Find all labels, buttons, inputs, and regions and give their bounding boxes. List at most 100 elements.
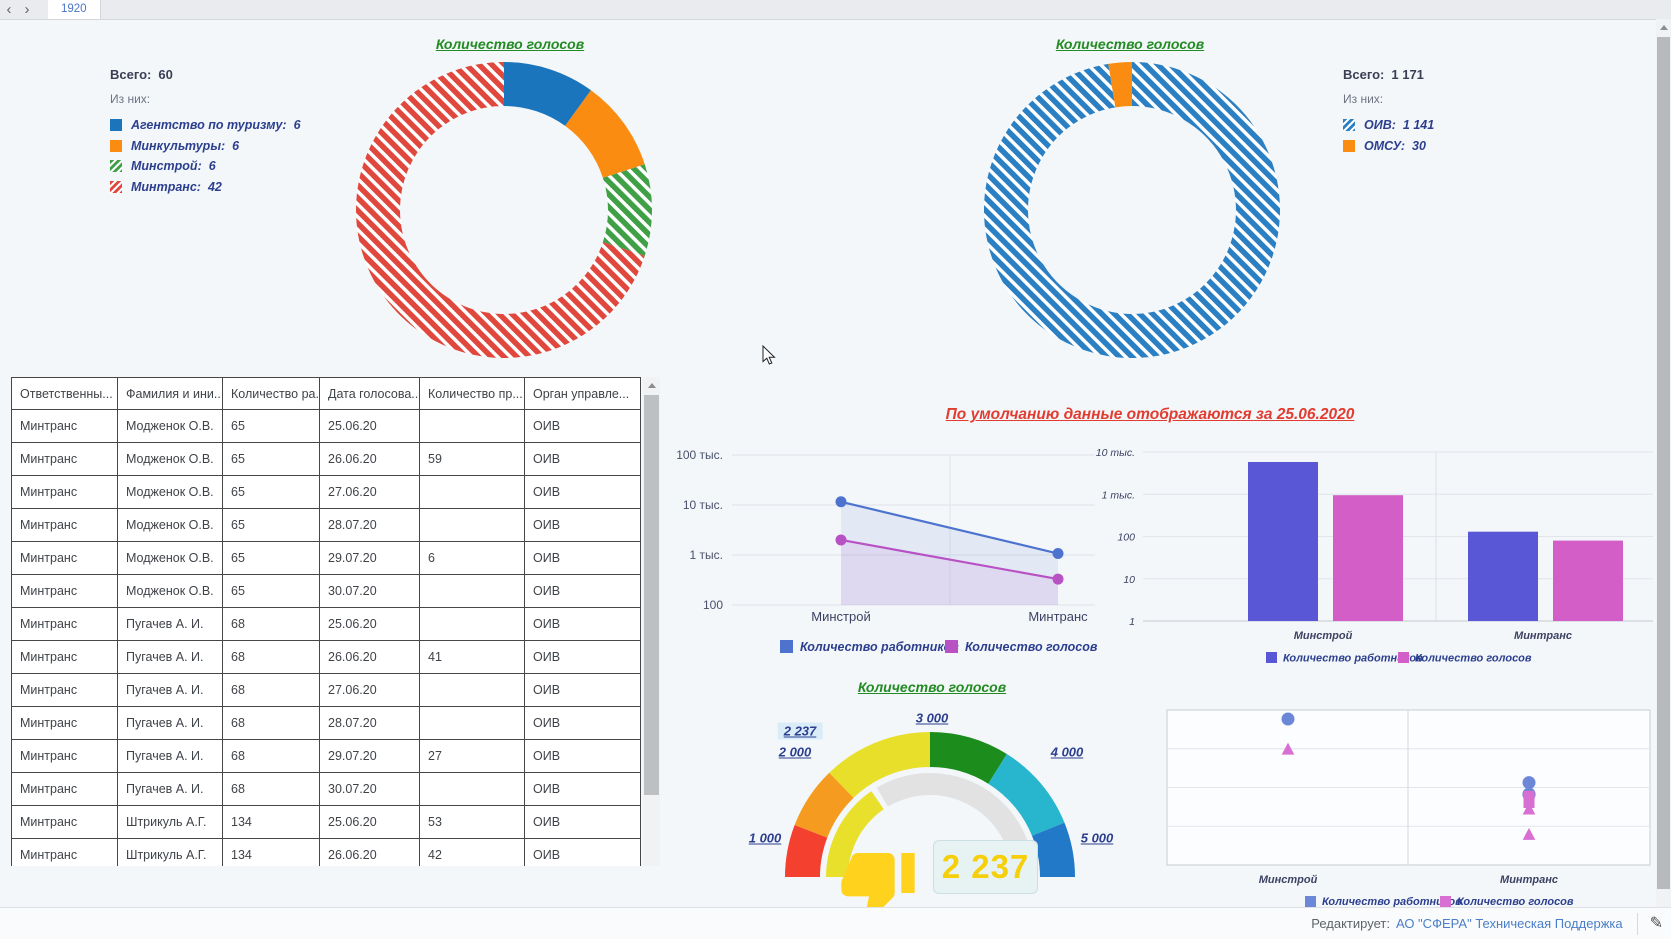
scatter-point[interactable]	[1281, 742, 1295, 755]
scatter-chart: Минстрой Минтранс Количество работниковКол…	[1166, 709, 1651, 907]
table-column-header[interactable]: Дата голосова...	[319, 377, 420, 410]
table-column-header[interactable]: Количество пр...	[419, 377, 525, 410]
table-row[interactable]: Минтранс Пугачев А. И. 68 30.07.20 ОИВ	[11, 772, 641, 806]
table-cell: 42	[419, 838, 525, 866]
scatter-point[interactable]	[1523, 797, 1535, 809]
table-cell: Модженок О.В.	[117, 475, 223, 509]
tab-bar: ‹ › 1920	[0, 0, 1671, 20]
scatter-point[interactable]	[1522, 827, 1536, 840]
donut-right-legend: Всего: 1 171 Из них: ОИВ: 1 141 ОМСУ: 30	[1343, 67, 1434, 156]
gauge-tick-2000[interactable]: 2 000	[778, 744, 812, 760]
svg-text:Минстрой: Минстрой	[811, 609, 870, 624]
bar[interactable]	[1468, 531, 1538, 621]
svg-text:Минтранс: Минтранс	[1514, 630, 1572, 642]
table-cell: Модженок О.В.	[117, 508, 223, 542]
table-cell	[419, 706, 525, 740]
table-row[interactable]: Минтранс Штрикуль А.Г. 134 26.06.20 42 ОИВ	[11, 838, 641, 866]
table-cell: 26.06.20	[319, 442, 420, 476]
donut-segment[interactable]	[602, 164, 653, 256]
donut-segment[interactable]	[1108, 62, 1132, 108]
table-row[interactable]: Минтранс Пугачев А. И. 68 25.06.20 ОИВ	[11, 607, 641, 641]
breakdown-label: Из них:	[1343, 92, 1384, 106]
line-point[interactable]	[1052, 548, 1064, 560]
svg-text:1: 1	[1129, 616, 1135, 628]
gauge-title: Количество голосов	[857, 679, 1007, 695]
donut-segment[interactable]	[565, 90, 645, 178]
table-column-header[interactable]: Фамилия и ини...	[117, 377, 223, 410]
table-row[interactable]: Минтранс Пугачев А. И. 68 26.06.20 41 ОИВ	[11, 640, 641, 674]
table-cell: Минтранс	[11, 574, 118, 608]
scroll-up-icon[interactable]	[1656, 19, 1671, 35]
table-row[interactable]: Минтранс Модженок О.В. 65 28.07.20 ОИВ	[11, 508, 641, 542]
tab-1920[interactable]: 1920	[48, 0, 101, 19]
table-cell: Минтранс	[11, 541, 118, 575]
line-point[interactable]	[1052, 573, 1064, 585]
table-cell: ОИВ	[524, 838, 641, 866]
line-point[interactable]	[835, 496, 847, 508]
svg-text:Количество голосов: Количество голосов	[965, 640, 1098, 654]
table-row[interactable]: Минтранс Модженок О.В. 65 29.07.20 6 ОИВ	[11, 541, 641, 575]
legend-swatch	[110, 139, 122, 152]
table-row[interactable]: Минтранс Пугачев А. И. 68 29.07.20 27 ОИВ	[11, 739, 641, 773]
table-cell: 65	[222, 508, 320, 542]
table-cell: Минтранс	[11, 706, 118, 740]
line-chart: 100 тыс. 10 тыс. 1 тыс. 100 Минстрой Минтранс…	[676, 448, 1098, 654]
gauge-current-value-label[interactable]: 2 237	[777, 722, 823, 740]
table-cell: Штрикуль А.Г.	[117, 838, 223, 866]
gauge-tick-4000[interactable]: 4 000	[1050, 744, 1084, 760]
donut-segment[interactable]	[504, 62, 591, 126]
table-row[interactable]: Минтранс Модженок О.В. 65 25.06.20 ОИВ	[11, 409, 641, 443]
table-scrollbar[interactable]	[643, 377, 660, 866]
table-cell: 53	[419, 805, 525, 839]
table-cell: 65	[222, 409, 320, 443]
table-row[interactable]: Минтранс Модженок О.В. 65 27.06.20 ОИВ	[11, 475, 641, 509]
scatter-point[interactable]	[1522, 802, 1536, 815]
table-cell: ОИВ	[524, 772, 641, 806]
gauge-arc	[794, 772, 854, 838]
total-label: Всего: 60	[110, 67, 173, 82]
table-cell: 68	[222, 706, 320, 740]
svg-text:10: 10	[1123, 574, 1135, 586]
donut-segment[interactable]	[356, 62, 645, 358]
table-row[interactable]: Минтранс Штрикуль А.Г. 134 25.06.20 53 ОИВ	[11, 805, 641, 839]
table-cell: Пугачев А. И.	[117, 640, 223, 674]
gauge-arc	[829, 732, 930, 798]
table-cell: 27.06.20	[319, 673, 420, 707]
bar[interactable]	[1333, 495, 1403, 621]
gauge-tick-1000[interactable]: 1 000	[748, 830, 782, 846]
table-row[interactable]: Минтранс Модженок О.В. 65 26.06.20 59 ОИВ	[11, 442, 641, 476]
scroll-up-icon[interactable]	[643, 377, 660, 393]
edit-pencil-icon[interactable]: ✎	[1649, 914, 1663, 932]
donut-segment[interactable]	[983, 62, 1280, 358]
table-cell: Минтранс	[11, 673, 118, 707]
back-icon[interactable]: ‹	[6, 1, 12, 18]
gauge-value-box: 2 237	[933, 840, 1038, 894]
table-cell: Модженок О.В.	[117, 442, 223, 476]
table-scrollbar-thumb[interactable]	[644, 395, 659, 795]
table-cell: 59	[419, 442, 525, 476]
table-cell: 27.06.20	[319, 475, 420, 509]
table-cell: 29.07.20	[319, 739, 420, 773]
table-cell: 27	[419, 739, 525, 773]
scatter-point[interactable]	[1522, 776, 1536, 790]
editor-link[interactable]: АО "СФЕРА" Техническая Поддержка	[1395, 916, 1623, 931]
table-cell: 28.07.20	[319, 706, 420, 740]
table-row[interactable]: Минтранс Пугачев А. И. 68 27.06.20 ОИВ	[11, 673, 641, 707]
main-scrollbar-thumb[interactable]	[1657, 37, 1670, 889]
bar[interactable]	[1553, 540, 1623, 621]
table-row[interactable]: Минтранс Пугачев А. И. 68 28.07.20 ОИВ	[11, 706, 641, 740]
table-header-row: Ответственны... Фамилия и ини... Количеств…	[11, 377, 641, 410]
table-column-header[interactable]: Количество ра...	[222, 377, 320, 410]
table-row[interactable]: Минтранс Модженок О.В. 65 30.07.20 ОИВ	[11, 574, 641, 608]
line-point[interactable]	[835, 534, 847, 546]
bar[interactable]	[1248, 461, 1318, 621]
table-column-header[interactable]: Ответственны...	[11, 377, 118, 410]
forward-icon[interactable]: ›	[24, 1, 30, 18]
svg-text:1 тыс.: 1 тыс.	[690, 548, 723, 562]
scatter-point[interactable]	[1281, 712, 1295, 726]
gauge-tick-5000[interactable]: 5 000	[1080, 830, 1114, 846]
gauge-tick-3000[interactable]: 3 000	[915, 710, 949, 726]
table-column-header[interactable]: Орган управле...	[524, 377, 641, 410]
main-scrollbar[interactable]	[1656, 19, 1671, 907]
